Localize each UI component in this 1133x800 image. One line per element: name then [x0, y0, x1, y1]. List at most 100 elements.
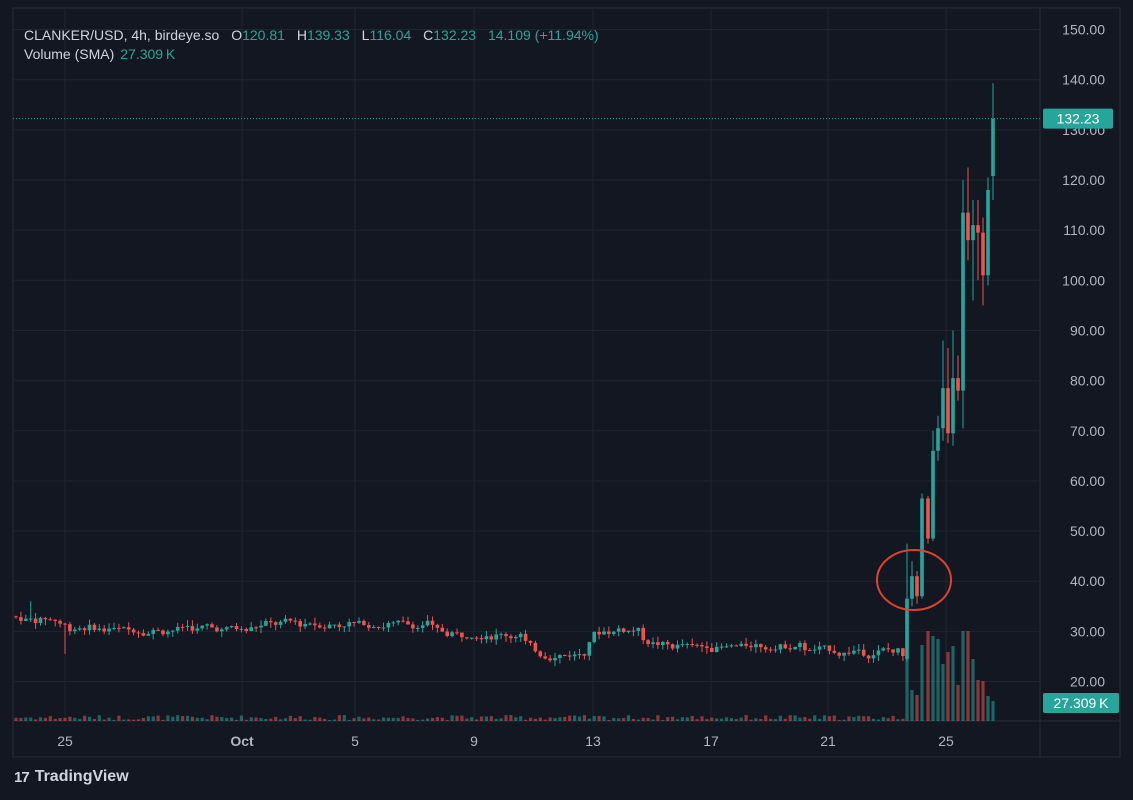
- candle-body: [763, 647, 768, 650]
- high-value: 139.33: [306, 27, 350, 43]
- volume-bar: [308, 719, 312, 721]
- volume-bar: [671, 716, 675, 721]
- candle-body: [63, 623, 67, 625]
- candle-body: [102, 628, 106, 632]
- candle-body: [832, 650, 837, 653]
- volume-bar: [514, 717, 518, 721]
- candle-body: [318, 625, 322, 628]
- time-tick-label: 17: [703, 733, 719, 749]
- volume-label[interactable]: Volume (SMA): [24, 46, 115, 62]
- candle-body: [788, 648, 792, 650]
- volume-bar: [886, 718, 890, 721]
- candle-body: [714, 646, 719, 653]
- volume-bar: [73, 717, 77, 721]
- candle-body: [523, 633, 528, 641]
- candle-body: [73, 629, 77, 632]
- candle-body: [425, 620, 430, 626]
- candle-body: [946, 388, 950, 434]
- candle-body: [675, 644, 680, 649]
- volume-bar: [778, 715, 782, 721]
- volume-bar: [127, 719, 131, 721]
- candle-body: [822, 645, 827, 647]
- last-price-badge[interactable]: [1043, 108, 1113, 129]
- candle-body: [783, 644, 788, 649]
- candle-body: [229, 626, 234, 628]
- volume-bar: [986, 696, 990, 721]
- volume-badge[interactable]: [1043, 693, 1119, 713]
- footer-bar: [0, 758, 1133, 800]
- volume-bar: [430, 717, 435, 721]
- candle-body: [577, 654, 582, 656]
- volume-bar: [837, 719, 841, 721]
- volume-bar: [852, 717, 856, 721]
- candle-body: [249, 627, 253, 632]
- candle-body: [896, 648, 900, 653]
- volume-bar: [842, 719, 846, 721]
- open-value: 120.81: [242, 27, 285, 43]
- candle-body: [156, 629, 160, 631]
- time-tick-label: 5: [351, 733, 359, 749]
- volume-bar: [195, 717, 199, 721]
- candle-body: [876, 650, 881, 656]
- candle-body: [195, 628, 200, 631]
- annotation-circle[interactable]: [876, 549, 952, 611]
- volume-bar: [332, 719, 337, 721]
- volume-bar: [43, 717, 47, 721]
- volume-bar: [357, 716, 361, 721]
- candle-body: [391, 622, 396, 624]
- candle-body: [24, 618, 28, 621]
- candle-body: [910, 576, 914, 599]
- volume-bar: [636, 719, 640, 721]
- volume-bar: [573, 715, 577, 721]
- volume-bar: [612, 717, 616, 721]
- volume-bar: [739, 717, 743, 721]
- candle-body: [303, 623, 307, 627]
- volume-bar: [901, 718, 905, 721]
- candle-body: [778, 644, 783, 650]
- volume-bar: [494, 718, 498, 721]
- price-tick-label: 60.00: [1070, 473, 1105, 489]
- candle-body: [401, 620, 405, 622]
- volume-bar: [279, 719, 283, 721]
- candle-body: [773, 649, 778, 651]
- volume-bar: [646, 717, 650, 721]
- volume-bar: [966, 631, 970, 721]
- candle-body: [92, 624, 97, 630]
- candle-body: [670, 644, 675, 649]
- candle-body: [724, 646, 729, 648]
- candle-body: [185, 626, 190, 628]
- candle-body: [538, 651, 543, 657]
- tradingview-brand[interactable]: 17 TradingView: [14, 768, 129, 786]
- candle-body: [308, 623, 312, 625]
- price-tick-label: 20.00: [1070, 674, 1105, 690]
- candle-body: [926, 498, 930, 539]
- candle-body: [200, 625, 204, 629]
- volume-bar: [905, 659, 909, 721]
- candle-body: [175, 626, 180, 631]
- symbol-label[interactable]: CLANKER/USD, 4h, birdeye.so: [24, 27, 220, 43]
- candle-body: [920, 498, 924, 597]
- volume-bar: [749, 719, 753, 721]
- volume-bar: [288, 715, 292, 721]
- candle-body: [636, 627, 641, 631]
- candle-body: [77, 628, 82, 630]
- candle-body: [817, 646, 822, 650]
- volume-bar: [910, 690, 914, 721]
- volume-bar: [631, 718, 635, 721]
- volume-bar: [249, 717, 253, 721]
- candle-body: [406, 621, 410, 625]
- candle-body: [479, 638, 484, 640]
- volume-bar: [171, 716, 175, 721]
- candle-body: [136, 632, 141, 634]
- candle-body: [971, 225, 975, 241]
- candle-body: [43, 617, 48, 620]
- candle-body: [38, 617, 43, 624]
- candle-body: [793, 646, 797, 650]
- volume-bar: [58, 717, 62, 721]
- volume-bar: [871, 718, 876, 721]
- candle-body: [68, 624, 72, 632]
- volume-bar: [793, 715, 797, 721]
- candle-body: [597, 631, 601, 635]
- volume-bar: [234, 719, 239, 721]
